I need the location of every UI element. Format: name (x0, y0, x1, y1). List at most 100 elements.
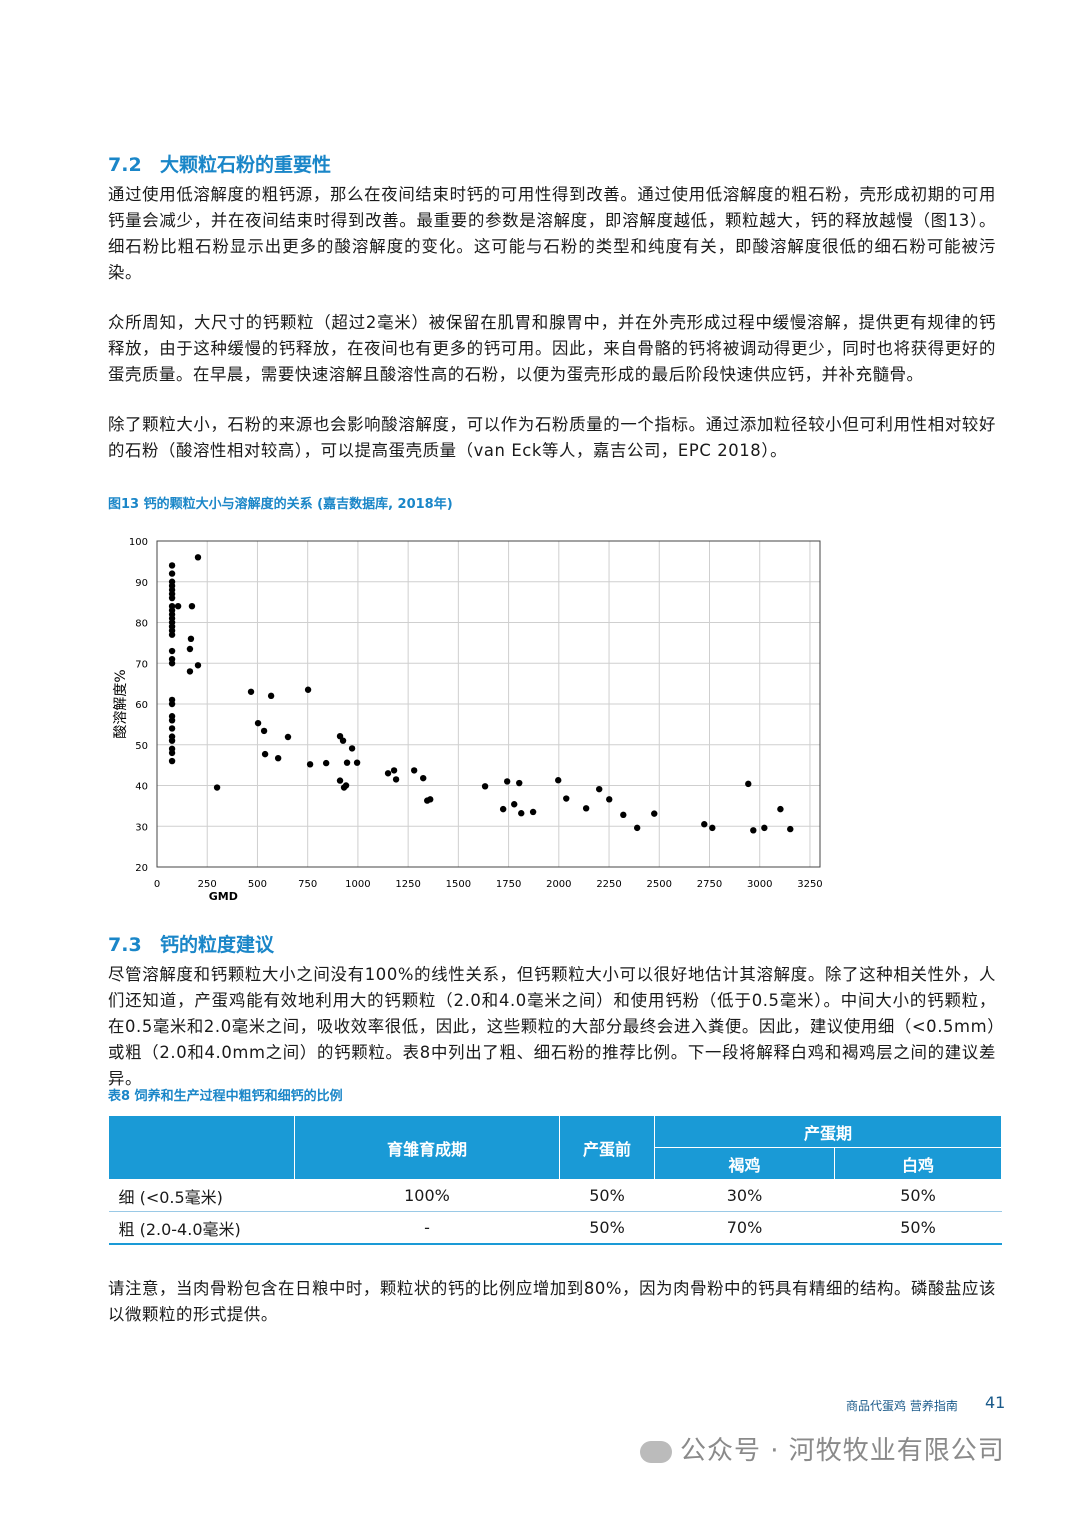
point (168, 562, 176, 569)
cell: 50% (834, 1211, 1002, 1245)
point (186, 645, 194, 653)
cell: - (294, 1211, 560, 1245)
point (343, 759, 351, 766)
point (620, 811, 627, 819)
paragraph: 除了颗粒大小，石粉的来源也会影响酸溶解度，可以作为石粉质量的一个指标。通过添加粒… (108, 415, 996, 460)
x-tick-label: 0 (154, 879, 160, 890)
point (168, 647, 176, 655)
point (174, 603, 182, 610)
point (168, 725, 176, 732)
y-tick-label: 70 (135, 659, 148, 670)
point (336, 732, 344, 740)
section-title: 大颗粒石粉的重要性 (160, 154, 332, 176)
point (304, 686, 312, 693)
cell: 粗 (2.0-4.0毫米) (108, 1211, 295, 1245)
header-cell: 褐鸡 (654, 1147, 835, 1180)
point (420, 774, 427, 782)
y-tick-label: 60 (135, 700, 148, 711)
header-cell: 产蛋前 (559, 1115, 655, 1180)
cell: 30% (654, 1179, 835, 1212)
point (392, 776, 400, 783)
point (261, 750, 269, 758)
point (633, 824, 641, 832)
point (274, 754, 282, 762)
x-tick-label: 2750 (697, 879, 722, 890)
header-cell (108, 1115, 295, 1180)
section-number: 7.2 (108, 154, 142, 176)
point (582, 805, 590, 812)
point (168, 660, 176, 667)
point (787, 825, 794, 833)
point (511, 801, 518, 808)
point (516, 779, 523, 787)
point (606, 796, 613, 803)
x-axis-label: GMD (209, 890, 238, 903)
paragraph: 通过使用低溶解度的粗钙源，那么在夜间结束时钙的可用性得到改善。通过使用低溶解度的… (108, 185, 996, 282)
point (168, 717, 176, 724)
header-row: 育雏育成期 产蛋前 产蛋期 (108, 1115, 1002, 1180)
y-tick-label: 80 (135, 619, 148, 630)
y-tick-label: 20 (135, 863, 148, 874)
point (529, 808, 537, 816)
header-cell: 产蛋期 (654, 1115, 1002, 1148)
x-tick-label: 1750 (496, 879, 521, 890)
page-number: 41 (985, 1393, 1006, 1412)
x-tick-label: 3250 (797, 879, 822, 890)
subheader-row: 褐鸡 白鸡 (109, 1147, 1002, 1180)
point (267, 692, 275, 700)
table-caption: 表8 饲养和生产过程中粗钙和细钙的比例 (108, 1089, 343, 1104)
section-heading: 7.3 钙的粒度建议 (108, 930, 996, 956)
y-axis-label: 酸溶解度% (113, 669, 129, 738)
point (306, 761, 314, 768)
x-tick-label: 250 (198, 879, 217, 890)
point (168, 570, 176, 577)
point (651, 810, 658, 817)
point (481, 783, 489, 790)
section-number: 7.3 (108, 934, 142, 956)
point (336, 777, 344, 784)
point (322, 759, 330, 767)
cell: 细 (<0.5毫米) (108, 1179, 295, 1212)
point (596, 785, 603, 793)
point (342, 782, 350, 789)
point (194, 662, 202, 669)
x-tick-label: 1250 (395, 879, 420, 890)
point (284, 733, 292, 741)
watermark: 公众号 · 河牧牧业有限公司 (640, 1430, 1005, 1467)
footer-title: 商品代蛋鸡 营养指南 (846, 1399, 958, 1413)
point (254, 719, 262, 727)
point (353, 759, 361, 766)
point (348, 745, 356, 752)
point (247, 688, 255, 695)
y-tick-label: 30 (135, 822, 148, 833)
point (777, 805, 784, 813)
y-tick-label: 50 (135, 741, 148, 752)
section: 7.2 大颗粒石粉的重要性 通过使用低溶解度的粗钙源，那么在夜间结束时钙的可用性得… (108, 150, 996, 488)
section-title: 钙的粒度建议 (160, 934, 275, 956)
header-cell: 育雏育成期 (294, 1115, 560, 1180)
x-tick-label: 2250 (596, 879, 621, 890)
section-heading: 7.2 大颗粒石粉的重要性 (108, 150, 996, 176)
watermark-icon (640, 1440, 672, 1463)
table-row: 细 (<0.5毫米) 100% 50% 30% 50% (108, 1179, 1002, 1212)
point (555, 777, 562, 784)
point (709, 824, 716, 832)
header-cell: 白鸡 (834, 1147, 1002, 1180)
point (188, 603, 196, 610)
watermark-text: 公众号 · 河牧牧业有限公司 (680, 1436, 1005, 1466)
table-row: 粗 (2.0-4.0毫米) - 50% 70% 50% (108, 1211, 1002, 1245)
note: 请注意，当肉骨粉包含在日粮中时，颗粒状的钙的比例应增加到80%，因为肉骨粉中的钙… (108, 1279, 996, 1324)
cell: 50% (834, 1179, 1002, 1212)
point (213, 784, 221, 791)
point (701, 821, 708, 828)
point (745, 780, 752, 788)
point (503, 778, 511, 785)
x-tick-label: 2000 (546, 879, 571, 890)
y-tick-label: 90 (135, 578, 148, 589)
point (168, 749, 176, 757)
point (260, 727, 268, 735)
figure-caption: 图13 钙的颗粒大小与溶解度的关系 (嘉吉数据库, 2018年) (108, 497, 453, 512)
point (384, 770, 392, 777)
section: 7.3 钙的粒度建议 尽管溶解度和钙颗粒大小之间没有100%的线性关系，但钙颗粒大… (108, 930, 996, 1116)
